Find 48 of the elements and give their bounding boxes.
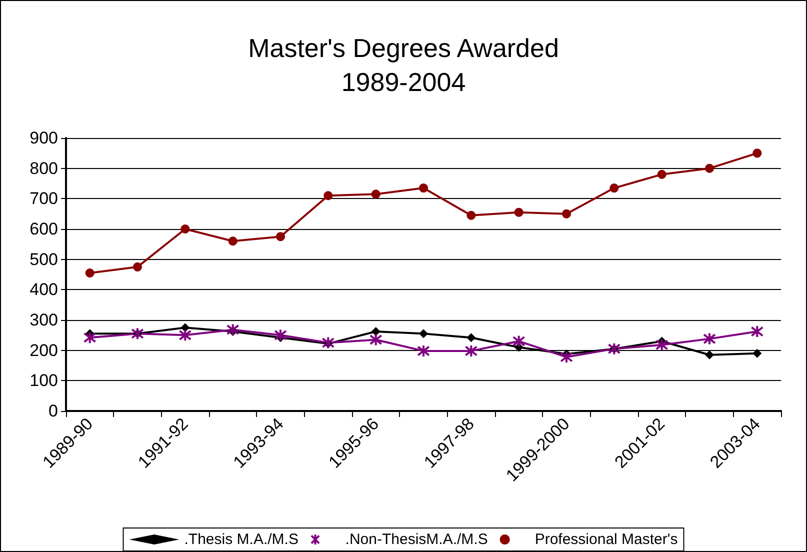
y-tick-label: 200 <box>30 340 58 360</box>
legend-label: .Thesis M.A./M.S <box>184 531 298 548</box>
point <box>752 348 762 358</box>
y-tick-label: 600 <box>30 220 58 238</box>
point <box>514 208 524 217</box>
y-tick-label: 700 <box>30 189 58 208</box>
point <box>83 331 96 344</box>
point <box>466 333 476 342</box>
point <box>371 327 380 336</box>
point <box>180 224 190 234</box>
point <box>562 209 571 218</box>
point <box>369 333 382 346</box>
y-tick-label: 500 <box>30 250 58 269</box>
point <box>228 236 238 246</box>
point <box>657 170 666 179</box>
point <box>560 350 573 364</box>
point <box>419 184 428 193</box>
point <box>324 191 333 200</box>
point <box>180 323 190 332</box>
chart-title: Master's Degrees Awarded 1989-2004 <box>248 33 559 97</box>
point <box>178 328 192 342</box>
point <box>466 210 476 220</box>
point <box>419 329 428 338</box>
point <box>705 350 714 360</box>
y-tick-label: 100 <box>30 371 58 390</box>
y-tick-label: 300 <box>30 310 58 330</box>
y-tick-label: 800 <box>30 158 58 178</box>
point <box>276 232 285 242</box>
point <box>371 190 380 199</box>
point <box>322 336 335 350</box>
point <box>610 184 619 193</box>
point <box>226 323 240 336</box>
point <box>752 148 762 158</box>
legend-label: Professional Master's <box>534 531 678 548</box>
point <box>417 344 430 358</box>
point <box>133 262 142 272</box>
point <box>85 268 94 278</box>
legend-label: .Non-ThesisM.A./M.S <box>345 531 488 548</box>
y-tick-label: 900 <box>30 128 58 148</box>
y-tick-label: 400 <box>30 280 58 300</box>
point <box>464 344 478 358</box>
point <box>655 338 668 352</box>
point <box>703 332 716 346</box>
point <box>274 328 287 342</box>
y-tick-label: 0 <box>48 402 58 420</box>
point <box>750 325 764 338</box>
point <box>705 164 714 173</box>
point <box>512 334 526 348</box>
